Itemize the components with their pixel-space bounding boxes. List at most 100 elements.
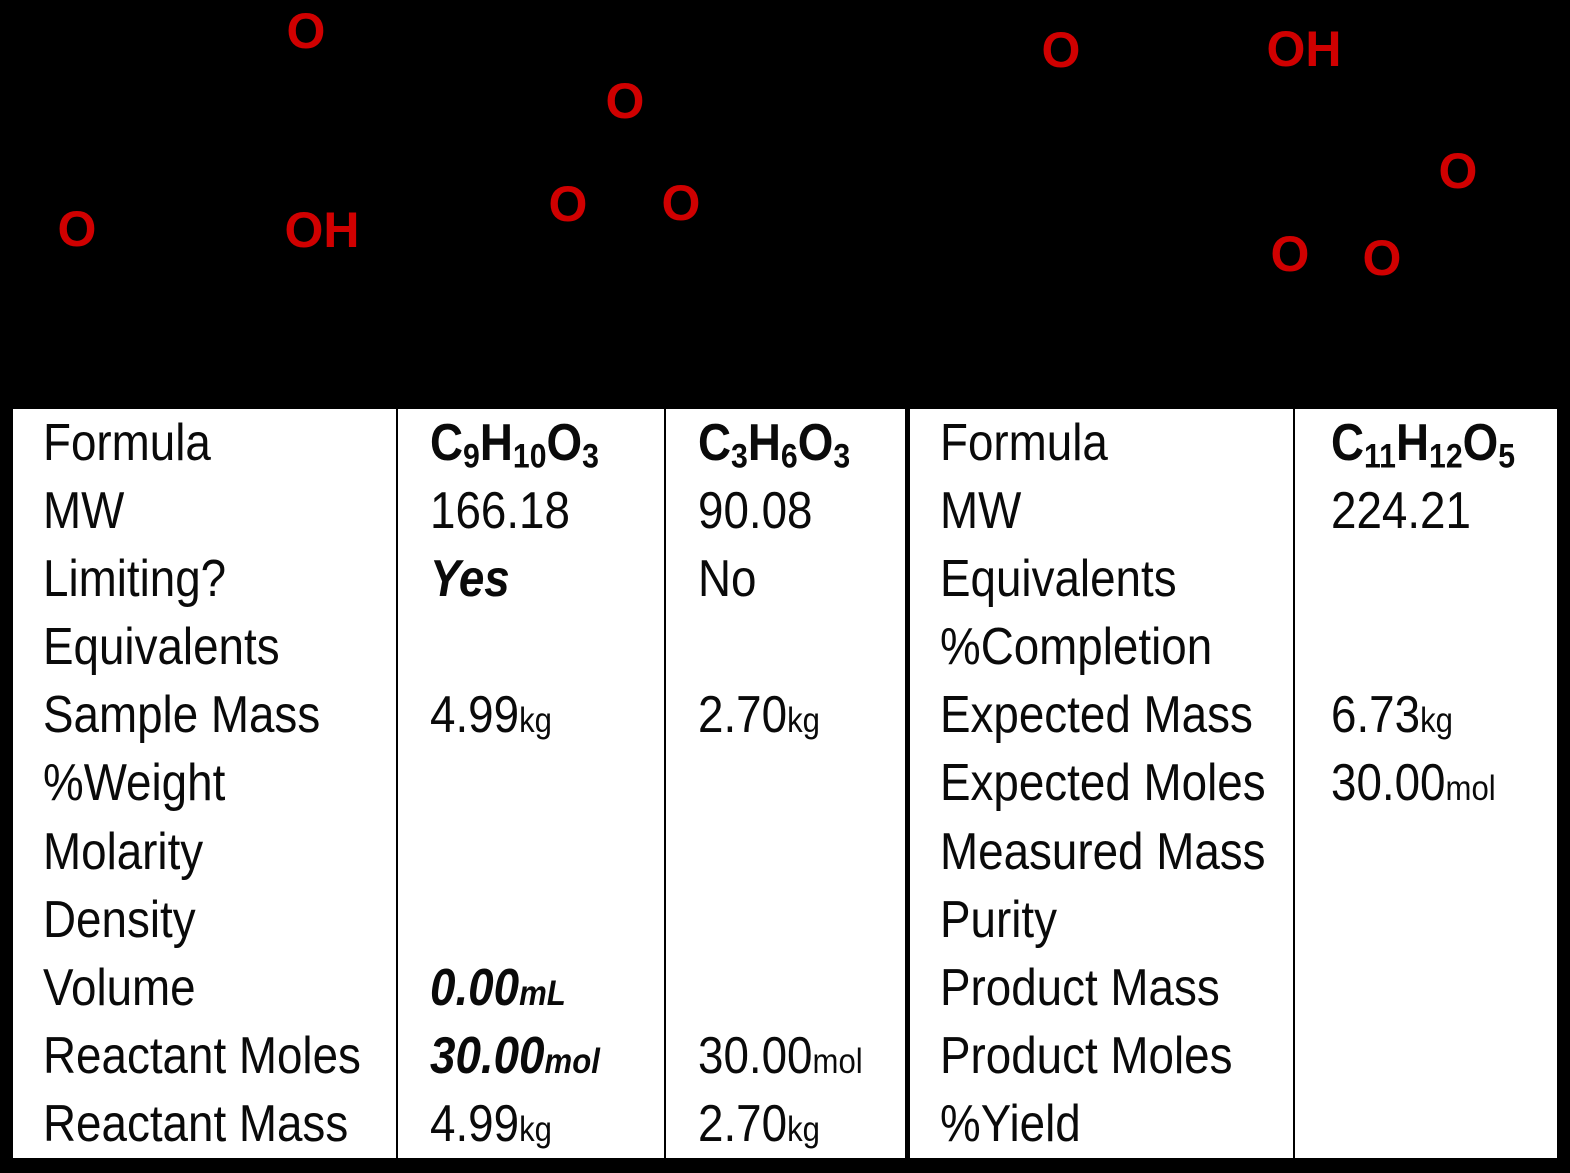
cell-value-text: 2.70kg: [698, 686, 820, 745]
cell-value-text: 30.00mol: [698, 1026, 863, 1085]
value-cell: [398, 613, 664, 681]
cell-value-text: 30.00mol: [1331, 754, 1496, 813]
product-values-column: C11H12O5 224.21 6.73kg 30.00mol: [1293, 409, 1557, 1158]
value-cell: 90.08: [666, 477, 905, 545]
value-cell: C3H6O3: [666, 409, 905, 477]
unit-label: mol: [812, 1041, 863, 1081]
value-cell: [398, 886, 664, 954]
unit-label: mol: [544, 1041, 600, 1081]
stoichiometry-table: Formula MW Limiting? Equivalents Sample Mass…: [10, 406, 1560, 1161]
hydroxyl-atom-label: OH: [284, 202, 360, 258]
row-label-cell: Limiting?: [13, 545, 396, 613]
value-cell: [1295, 818, 1557, 886]
value-cell: Yes: [398, 545, 664, 613]
cell-value-text: Yes: [430, 550, 510, 609]
row-label-cell: %Weight: [13, 749, 396, 817]
hydroxyl-atom-label: OH: [1266, 21, 1342, 77]
row-label-cell: Formula: [910, 409, 1293, 477]
value-cell: [666, 954, 905, 1022]
cell-value-text: 4.99kg: [430, 1094, 552, 1153]
cell-value-text: No: [698, 550, 757, 609]
row-label-cell: Expected Moles: [910, 749, 1293, 817]
cell-value-text: C3H6O3: [698, 414, 851, 476]
row-label-cell: MW: [910, 477, 1293, 545]
row-label-cell: Equivalents: [910, 545, 1293, 613]
row-label-cell: Measured Mass: [910, 818, 1293, 886]
cell-value-text: 30.00mol: [430, 1026, 600, 1085]
cell-value-text: 90.08: [698, 482, 813, 541]
row-label-text: Formula: [940, 414, 1108, 473]
reactant1-values-column: C9H10O3 166.18 Yes 4.99kg 0.00mL 30.00mol 4.99…: [396, 409, 664, 1158]
value-cell: 4.99kg: [398, 1090, 664, 1158]
row-label-cell: Density: [13, 886, 396, 954]
unit-label: mL: [519, 973, 566, 1013]
row-label-text: %Weight: [43, 754, 226, 813]
row-label-text: Expected Mass: [940, 686, 1253, 745]
row-label-cell: Molarity: [13, 818, 396, 886]
cell-value-text: C9H10O3: [430, 414, 599, 476]
value-cell: 4.99kg: [398, 681, 664, 749]
oxygen-atom-label: O: [548, 176, 588, 232]
row-label-text: Equivalents: [940, 550, 1177, 609]
row-label-text: Volume: [43, 958, 196, 1017]
value-cell: 30.00mol: [666, 1022, 905, 1090]
row-label-cell: Expected Mass: [910, 681, 1293, 749]
row-label-cell: Product Mass: [910, 954, 1293, 1022]
value-cell: [398, 818, 664, 886]
value-cell: No: [666, 545, 905, 613]
oxygen-atom-label: O: [286, 3, 326, 59]
product-labels-column: Formula MW Equivalents %Completion Expected …: [905, 409, 1293, 1158]
row-label-cell: %Yield: [910, 1090, 1293, 1158]
row-label-text: Purity: [940, 890, 1057, 949]
value-cell: 30.00mol: [1295, 749, 1557, 817]
row-label-text: Density: [43, 890, 196, 949]
row-label-cell: Purity: [910, 886, 1293, 954]
cell-value-text: 0.00mL: [430, 958, 566, 1017]
oxygen-atom-label: O: [1438, 143, 1478, 199]
oxygen-atom-label: O: [57, 201, 97, 257]
row-label-text: Formula: [43, 414, 211, 473]
row-label-text: %Yield: [940, 1094, 1081, 1153]
row-label-text: Molarity: [43, 822, 204, 881]
value-cell: 6.73kg: [1295, 681, 1557, 749]
row-label-cell: Volume: [13, 954, 396, 1022]
row-label-text: Limiting?: [43, 550, 227, 609]
row-label-text: MW: [43, 482, 125, 541]
row-label-text: %Completion: [940, 618, 1213, 677]
row-label-cell: %Completion: [910, 613, 1293, 681]
row-label-text: Reactant Mass: [43, 1094, 349, 1153]
cell-value-text: 2.70kg: [698, 1094, 820, 1153]
value-cell: 224.21: [1295, 477, 1557, 545]
row-label-text: Measured Mass: [940, 822, 1266, 881]
unit-label: kg: [519, 701, 552, 741]
oxygen-atom-label: O: [1270, 226, 1310, 282]
value-cell: [398, 749, 664, 817]
value-cell: [666, 749, 905, 817]
value-cell: 30.00mol: [398, 1022, 664, 1090]
value-cell: [1295, 613, 1557, 681]
cell-value-text: 4.99kg: [430, 686, 552, 745]
unit-label: kg: [787, 1109, 820, 1149]
value-cell: [1295, 954, 1557, 1022]
value-cell: [666, 613, 905, 681]
value-cell: 166.18: [398, 477, 664, 545]
row-label-text: Product Mass: [940, 958, 1220, 1017]
value-cell: 2.70kg: [666, 1090, 905, 1158]
value-cell: [1295, 1022, 1557, 1090]
row-label-cell: Reactant Mass: [13, 1090, 396, 1158]
row-label-text: Expected Moles: [940, 754, 1266, 813]
unit-label: kg: [787, 701, 820, 741]
row-label-text: Equivalents: [43, 618, 280, 677]
reactant2-values-column: C3H6O3 90.08 No 2.70kg 30.00mol 2.70kg: [664, 409, 905, 1158]
row-label-cell: Formula: [13, 409, 396, 477]
unit-label: kg: [1420, 701, 1453, 741]
value-cell: [1295, 1090, 1557, 1158]
reactant-labels-column: Formula MW Limiting? Equivalents Sample Mass…: [13, 409, 396, 1158]
unit-label: kg: [519, 1109, 552, 1149]
unit-label: mol: [1445, 769, 1496, 809]
row-label-text: Product Moles: [940, 1026, 1233, 1085]
oxygen-atom-label: O: [605, 73, 645, 129]
oxygen-atom-label: O: [1362, 230, 1402, 286]
value-cell: [1295, 545, 1557, 613]
value-cell: [1295, 886, 1557, 954]
